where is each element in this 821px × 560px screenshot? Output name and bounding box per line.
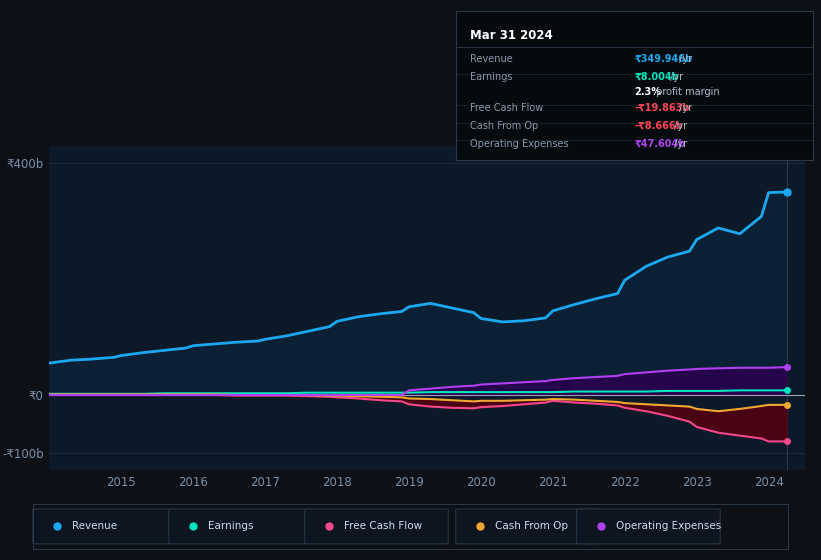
Text: /yr: /yr (672, 139, 687, 149)
Text: /yr: /yr (667, 72, 683, 82)
Text: ₹8.004b: ₹8.004b (635, 72, 679, 82)
Text: /yr: /yr (676, 54, 692, 64)
FancyBboxPatch shape (305, 509, 448, 544)
Text: Cash From Op: Cash From Op (495, 521, 568, 531)
Text: -₹8.666b: -₹8.666b (635, 121, 683, 131)
Text: /yr: /yr (676, 103, 692, 113)
FancyBboxPatch shape (169, 509, 312, 544)
FancyBboxPatch shape (456, 509, 599, 544)
FancyBboxPatch shape (576, 509, 720, 544)
Text: Operating Expenses: Operating Expenses (616, 521, 721, 531)
Text: Revenue: Revenue (72, 521, 117, 531)
Text: Revenue: Revenue (470, 54, 512, 64)
Text: 2.3%: 2.3% (635, 87, 661, 97)
Text: Earnings: Earnings (208, 521, 254, 531)
Text: ₹349.946b: ₹349.946b (635, 54, 692, 64)
Text: /yr: /yr (672, 121, 687, 131)
Text: Free Cash Flow: Free Cash Flow (344, 521, 422, 531)
FancyBboxPatch shape (33, 509, 177, 544)
Text: profit margin: profit margin (653, 87, 719, 97)
Text: Free Cash Flow: Free Cash Flow (470, 103, 544, 113)
Text: -₹19.863b: -₹19.863b (635, 103, 690, 113)
Text: Mar 31 2024: Mar 31 2024 (470, 29, 553, 42)
Text: Operating Expenses: Operating Expenses (470, 139, 569, 149)
Text: Cash From Op: Cash From Op (470, 121, 539, 131)
Text: Earnings: Earnings (470, 72, 512, 82)
Text: ₹47.604b: ₹47.604b (635, 139, 686, 149)
